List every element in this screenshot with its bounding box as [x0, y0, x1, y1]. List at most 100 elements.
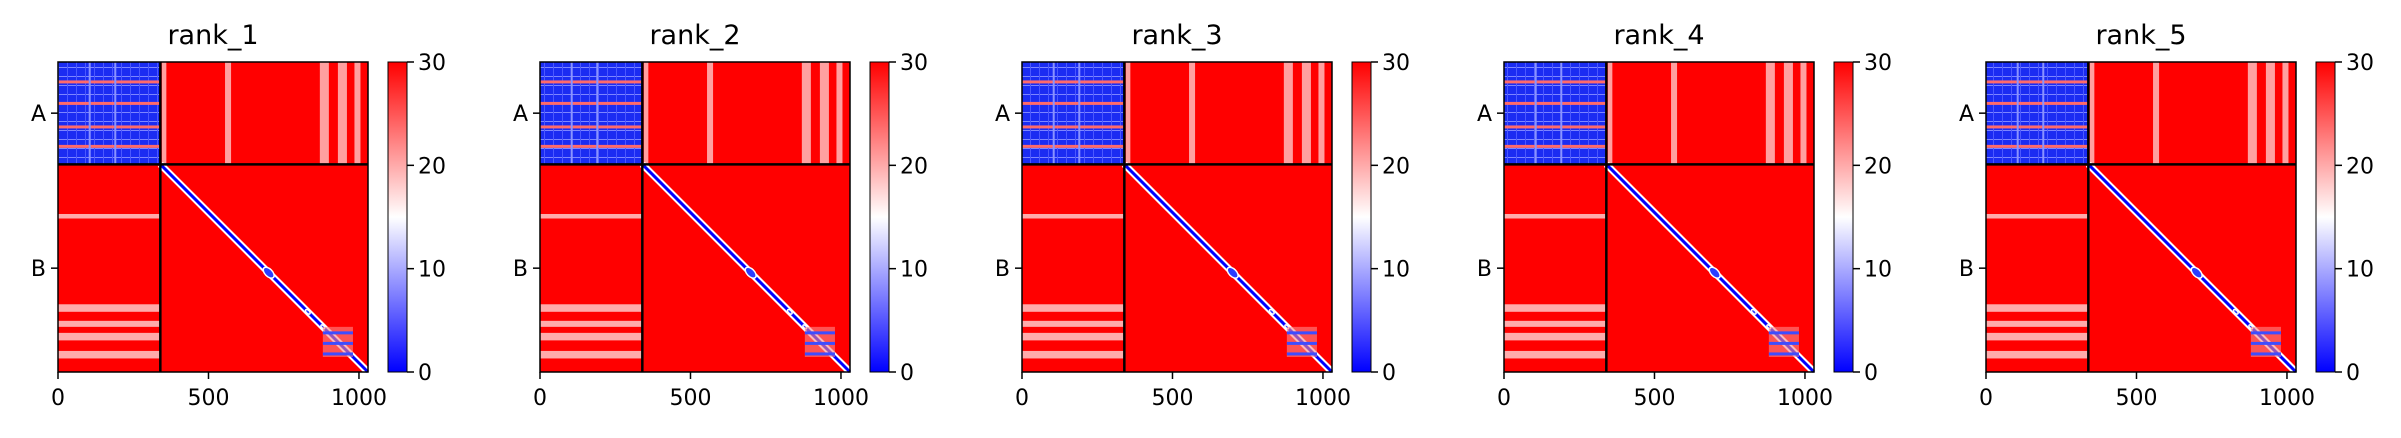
- chain-a-block: [58, 62, 161, 165]
- cross-band-horizontal: [58, 320, 161, 327]
- panel-title: rank_3: [1131, 20, 1222, 51]
- chain-a-streak: [1986, 125, 2089, 129]
- hotspot-line: [804, 331, 835, 335]
- chain-a-streak: [1504, 125, 1607, 129]
- chain-a-streak: [58, 144, 161, 148]
- cross-band-vertical: [1301, 62, 1311, 165]
- cross-band-horizontal: [540, 213, 643, 219]
- cross-band-horizontal: [1022, 213, 1125, 219]
- colorbar: [1351, 61, 1372, 373]
- colorbar-tick-label: 30: [1382, 51, 1410, 76]
- cross-band-horizontal: [1022, 320, 1125, 327]
- cross-band-vertical: [1671, 62, 1678, 165]
- hotspot-line: [2250, 331, 2281, 335]
- cross-band-vertical: [354, 62, 361, 165]
- hotspot-line: [1768, 352, 1799, 356]
- cross-band-horizontal: [540, 350, 643, 359]
- hotspot-line: [1286, 331, 1317, 335]
- cross-band-vertical: [1783, 62, 1793, 165]
- y-tick-label: A: [513, 102, 528, 127]
- cross-band-horizontal: [58, 332, 161, 341]
- chain-a-streak: [58, 80, 161, 84]
- colorbar: [1833, 61, 1854, 373]
- chain-a-column-streak: [1560, 62, 1563, 165]
- colorbar-tick-label: 0: [2346, 361, 2360, 386]
- colorbar-tick-label: 20: [1382, 154, 1410, 179]
- cross-band-horizontal: [1022, 350, 1125, 359]
- chain-a-streak: [1022, 144, 1125, 148]
- cross-band-horizontal: [1504, 332, 1607, 341]
- cross-band-vertical: [337, 62, 347, 165]
- x-tick-label: 1000: [1777, 386, 1833, 411]
- cross-band-vertical: [2265, 62, 2275, 165]
- cross-band-vertical: [161, 62, 167, 165]
- heatmap-frame: [1503, 61, 1815, 373]
- diagonal-domain: [2190, 266, 2203, 279]
- x-tick-label: 1000: [1295, 386, 1351, 411]
- pae-panel-1: rank_1 A B 0 500 1000 0 10 20 30: [31, 20, 446, 411]
- y-tick-label: B: [1477, 257, 1492, 282]
- chain-a-column-streak: [88, 62, 91, 165]
- x-tick-label: 500: [2115, 386, 2157, 411]
- cross-band-horizontal: [1986, 332, 2089, 341]
- pae-panel-4: rank_4 A B 0 500 1000 0 10 20 30: [1477, 20, 1892, 411]
- diagonal-domain: [1268, 308, 1275, 315]
- hotspot-line: [1286, 352, 1317, 356]
- heatmap-frame: [1985, 61, 2297, 373]
- hotspot-line: [322, 331, 353, 335]
- chain-a-streak: [1504, 101, 1607, 105]
- x-tick-label: 500: [1633, 386, 1675, 411]
- chain-a-streak: [1986, 80, 2089, 84]
- panel-title: rank_1: [167, 20, 258, 51]
- cross-band-vertical: [1189, 62, 1196, 165]
- hotspot-line: [2250, 352, 2281, 356]
- cross-band-horizontal: [1504, 213, 1607, 219]
- chain-a-column-streak: [114, 62, 117, 165]
- colorbar-tick-label: 30: [1864, 51, 1892, 76]
- cross-band-vertical: [2153, 62, 2160, 165]
- chain-a-streak: [1022, 101, 1125, 105]
- hotspot-line: [2250, 341, 2281, 345]
- panel-title: rank_2: [649, 20, 740, 51]
- hotspot-line: [804, 352, 835, 356]
- y-tick-label: B: [995, 257, 1010, 282]
- cross-band-horizontal: [540, 332, 643, 341]
- chain-a-streak: [1022, 125, 1125, 129]
- cross-band-vertical: [1765, 62, 1775, 165]
- chain-a-streak: [540, 101, 643, 105]
- panel-title: rank_5: [2095, 20, 2186, 51]
- y-tick-label: B: [31, 257, 46, 282]
- cross-band-vertical: [1607, 62, 1613, 165]
- chain-a-column-streak: [2042, 62, 2045, 165]
- cross-band-vertical: [1318, 62, 1325, 165]
- hotspot-line: [1768, 341, 1799, 345]
- diagonal-domain: [262, 266, 275, 279]
- cross-band-vertical: [2089, 62, 2095, 165]
- x-tick-label: 500: [187, 386, 229, 411]
- colorbar-tick-label: 30: [418, 51, 446, 76]
- chain-a-column-streak: [1534, 62, 1537, 165]
- diagonal-domain: [1708, 266, 1721, 279]
- chain-a-streak: [540, 125, 643, 129]
- cross-band-horizontal: [1986, 320, 2089, 327]
- cross-band-vertical: [801, 62, 811, 165]
- colorbar-tick-label: 20: [2346, 154, 2374, 179]
- colorbar-tick-label: 20: [418, 154, 446, 179]
- colorbar-tick-label: 0: [418, 361, 432, 386]
- y-tick-label: A: [1477, 102, 1492, 127]
- hotspot-line: [804, 341, 835, 345]
- cross-band-vertical: [2282, 62, 2289, 165]
- colorbar-tick-label: 20: [1864, 154, 1892, 179]
- pae-panel-2: rank_2 A B 0 500 1000 0 10 20 30: [513, 20, 928, 411]
- diagonal-domain: [744, 266, 757, 279]
- chain-a-column-streak: [1052, 62, 1055, 165]
- x-tick-label: 0: [1979, 386, 1993, 411]
- hotspot-line: [322, 341, 353, 345]
- cross-band-vertical: [225, 62, 232, 165]
- colorbar-tick-label: 10: [2346, 258, 2374, 283]
- chain-a-streak: [58, 125, 161, 129]
- diagonal-domain: [1750, 308, 1757, 315]
- colorbar-tick-label: 10: [418, 258, 446, 283]
- cross-band-horizontal: [1504, 350, 1607, 359]
